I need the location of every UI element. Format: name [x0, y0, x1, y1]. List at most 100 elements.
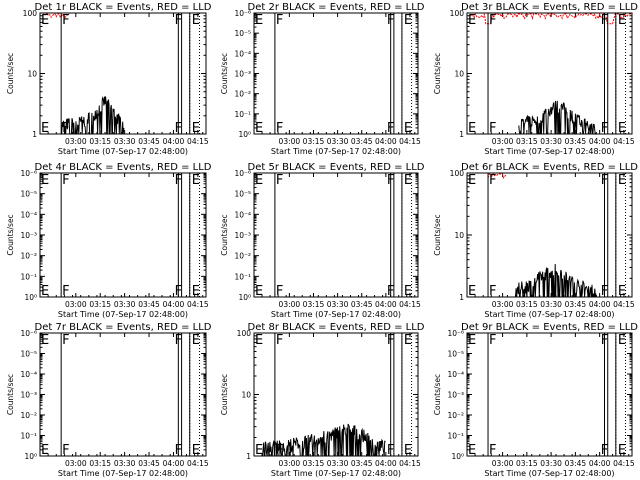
eclipse-marker-left-top: E: [255, 173, 263, 188]
eclipse-marker-right-top: E: [404, 333, 412, 348]
eclipse-marker-left-top: E: [41, 13, 49, 28]
x-tick-label: 03:30: [327, 459, 349, 468]
x-axis-label: Start Time (07-Sep-17 02:48:00): [58, 310, 188, 319]
x-tick-label: 03:15: [303, 300, 325, 309]
panel-title: Det 1r BLACK = Events, RED = LLD: [35, 2, 212, 13]
y-tick-label: 10⁻⁴: [234, 49, 251, 58]
eclipse-marker-right-bottom: E: [618, 284, 626, 299]
events-trace: [60, 96, 125, 135]
y-axis-label: Counts/sec: [6, 53, 15, 94]
x-tick-label: 03:15: [516, 300, 538, 309]
x-axis-label: Start Time (07-Sep-17 02:48:00): [271, 147, 401, 156]
x-tick-label: 03:15: [89, 459, 111, 468]
x-tick-label: 04:15: [399, 137, 421, 146]
eclipse-marker-right-top: E: [192, 333, 200, 348]
lld-trace: [487, 173, 507, 179]
flare-marker-start-bottom: F: [276, 121, 283, 136]
y-tick-label: 10: [454, 70, 464, 79]
x-tick-label: 03:00: [492, 300, 514, 309]
x-tick-label: 03:30: [540, 459, 562, 468]
eclipse-marker-left-bottom: E: [255, 443, 263, 458]
eclipse-marker-right-top: E: [618, 173, 626, 188]
eclipse-marker-left-bottom: E: [255, 121, 263, 136]
flare-marker-start-bottom: F: [276, 443, 283, 458]
flare-marker-start-bottom: F: [276, 284, 283, 299]
y-tick-label: 10: [241, 391, 251, 400]
flare-marker-end-bottom: F: [601, 443, 608, 458]
x-tick-label: 04:00: [375, 300, 397, 309]
eclipse-marker-right-top: E: [404, 13, 412, 28]
x-tick-label: 04:15: [187, 459, 209, 468]
eclipse-marker-left-top: E: [255, 13, 263, 28]
flare-marker-end-top: F: [175, 173, 182, 188]
x-tick-label: 03:30: [114, 137, 136, 146]
y-tick-label: 10⁻⁴: [20, 370, 37, 379]
eclipse-marker-left-top: E: [41, 333, 49, 348]
eclipse-marker-right-bottom: E: [192, 443, 200, 458]
panel-det-1: Det 1r BLACK = Events, RED = LLD 1 10 100 Co…: [6, 2, 212, 156]
flare-marker-end-bottom: F: [601, 121, 608, 136]
x-axis-label: Start Time (07-Sep-17 02:48:00): [271, 310, 401, 319]
y-tick-label: 10⁻²: [447, 411, 464, 420]
y-tick-label: 10⁻³: [234, 70, 251, 79]
eclipse-marker-right-bottom: E: [192, 121, 200, 136]
x-tick-label: 03:15: [516, 459, 538, 468]
events-trace: [515, 263, 597, 298]
y-tick-label: 10⁻²: [234, 90, 251, 99]
panel-title: Det 6r BLACK = Events, RED = LLD: [461, 162, 638, 173]
flare-marker-start-bottom: F: [62, 121, 69, 136]
x-tick-label: 03:00: [65, 300, 87, 309]
x-tick-label: 03:00: [65, 459, 87, 468]
x-tick-label: 03:30: [114, 459, 136, 468]
eclipse-marker-right-bottom: E: [618, 121, 626, 136]
panel-title: Det 9r BLACK = Events, RED = LLD: [461, 322, 638, 333]
y-axis-label: Counts/sec: [220, 214, 229, 255]
y-tick-label: 10⁻¹: [234, 272, 251, 281]
y-tick-label: 100: [23, 9, 38, 18]
x-tick-label: 03:15: [303, 459, 325, 468]
eclipse-marker-right-bottom: E: [404, 443, 412, 458]
eclipse-marker-left-top: E: [468, 333, 476, 348]
y-axis-label: Counts/sec: [433, 374, 442, 415]
y-tick-label: 10⁻⁴: [234, 210, 251, 219]
panel-title: Det 3r BLACK = Events, RED = LLD: [461, 2, 638, 13]
x-tick-label: 04:15: [613, 137, 635, 146]
flare-marker-end-top: F: [601, 333, 608, 348]
eclipse-marker-right-top: E: [618, 13, 626, 28]
y-tick-label: 1: [246, 452, 251, 461]
events-trace: [518, 100, 597, 135]
y-axis-label: Counts/sec: [433, 214, 442, 255]
x-tick-label: 03:15: [89, 300, 111, 309]
x-tick-label: 04:15: [613, 459, 635, 468]
flare-marker-end-bottom: F: [387, 443, 394, 458]
y-tick-label: 10⁻⁵: [20, 350, 37, 359]
flare-marker-start-bottom: F: [62, 443, 69, 458]
panel-det-9: Det 9r BLACK = Events, RED = LLD 10⁰ 10⁻¹ 1…: [433, 322, 638, 478]
flare-marker-end-top: F: [387, 173, 394, 188]
y-tick-label: 10⁻⁴: [447, 370, 464, 379]
y-tick-label: 10⁻²: [20, 252, 37, 261]
x-tick-label: 03:00: [279, 300, 301, 309]
x-tick-label: 03:00: [65, 137, 87, 146]
x-axis-label: Start Time (07-Sep-17 02:48:00): [271, 469, 401, 478]
x-tick-label: 03:15: [516, 137, 538, 146]
x-tick-label: 03:00: [492, 137, 514, 146]
y-tick-label: 10⁻⁶: [234, 169, 251, 178]
flare-marker-end-top: F: [387, 333, 394, 348]
x-tick-label: 04:00: [375, 459, 397, 468]
flare-marker-end-top: F: [387, 13, 394, 28]
x-axis-label: Start Time (07-Sep-17 02:48:00): [484, 147, 614, 156]
panel-det-4: Det 4r BLACK = Events, RED = LLD 10⁰ 10⁻¹ 1…: [6, 162, 212, 319]
flare-marker-start-bottom: F: [62, 284, 69, 299]
x-tick-label: 04:00: [589, 459, 611, 468]
eclipse-marker-right-bottom: E: [192, 284, 200, 299]
x-tick-label: 03:45: [565, 300, 587, 309]
panel-det-3: Det 3r BLACK = Events, RED = LLD 1 10 100 Co…: [433, 2, 638, 156]
x-tick-label: 04:00: [163, 137, 185, 146]
x-tick-label: 04:15: [399, 459, 421, 468]
flare-marker-start-top: F: [62, 173, 69, 188]
y-tick-label: 10⁻³: [234, 231, 251, 240]
y-axis-label: Counts/sec: [220, 374, 229, 415]
flare-marker-end-top: F: [175, 13, 182, 28]
